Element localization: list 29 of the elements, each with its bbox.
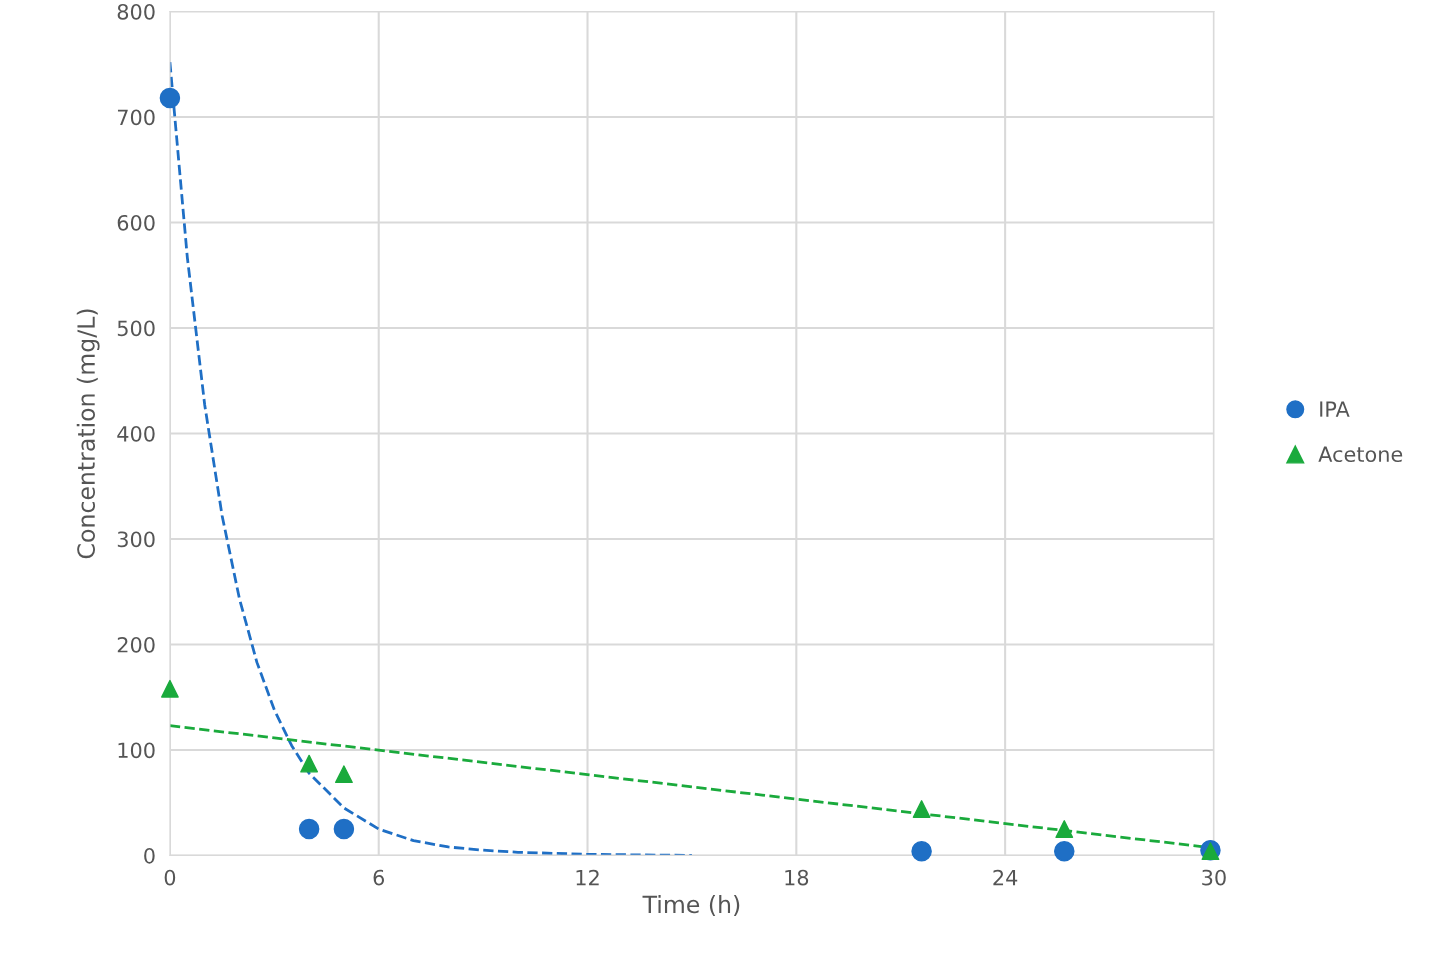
point — [298, 818, 320, 840]
x-axis-title: Time (h) — [642, 895, 740, 917]
y-tick-label: 700 — [117, 109, 155, 126]
y-tick-label: 300 — [117, 531, 155, 548]
y-tick-label: 500 — [117, 320, 155, 337]
legend-label: Acetone — [1318, 446, 1403, 463]
y-tick-label: 400 — [117, 425, 155, 442]
point — [159, 87, 181, 109]
x-tick-label: 24 — [993, 869, 1018, 886]
point — [911, 840, 932, 862]
point — [335, 765, 353, 784]
x-tick-label: 18 — [785, 869, 809, 886]
legend-label: IPA — [1320, 401, 1350, 417]
point — [161, 679, 179, 698]
y-tick-label: 800 — [117, 3, 155, 20]
x-tick-label: 30 — [1202, 869, 1226, 886]
point — [333, 818, 355, 840]
x-tick-label: 0 — [164, 869, 176, 886]
point — [300, 754, 319, 773]
point — [912, 800, 931, 818]
y-tick-label: 0 — [144, 847, 155, 864]
x-tick-label: 6 — [373, 869, 385, 886]
y-tick-label: 200 — [117, 636, 155, 653]
point — [1055, 820, 1074, 838]
point — [1054, 840, 1075, 862]
y-axis-title: Concentration (mg/L) — [76, 309, 100, 559]
y-tick-label: 600 — [117, 214, 155, 231]
y-tick-label: 100 — [118, 742, 155, 759]
x-tick-label: 12 — [576, 869, 599, 886]
